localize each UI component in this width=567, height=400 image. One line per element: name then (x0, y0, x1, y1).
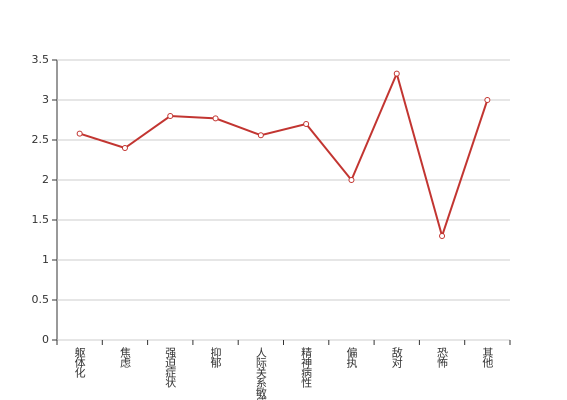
line (79, 70, 489, 240)
point (167, 113, 174, 119)
point (121, 145, 128, 151)
point (257, 132, 264, 139)
point (212, 115, 219, 122)
y-tick-label: 1.5 (32, 213, 50, 226)
x-tick-label: 抑郁 (209, 346, 222, 368)
y-tick-label: 2.5 (32, 133, 50, 146)
y-tick-label: 2 (42, 173, 49, 186)
x-tick-label: 人际关系敏感 (254, 347, 267, 400)
x-tick-label: 精神病性 (300, 347, 313, 389)
x-tick-label: 强迫症状 (164, 347, 177, 388)
y-tick-label: 0.5 (32, 293, 50, 306)
x-tick-label: 恐怖 (436, 347, 449, 368)
point (439, 233, 446, 239)
y-tick-label: 3.5 (32, 53, 50, 66)
x-tick-label: 偏执 (345, 346, 358, 369)
point (76, 130, 83, 137)
y-tick-label: 3 (42, 93, 49, 106)
x-tick-label: 其他 (481, 347, 494, 368)
point (303, 121, 310, 127)
y-tick-label: 0 (42, 333, 49, 346)
point (348, 177, 355, 183)
point (393, 70, 400, 77)
x-tick-label: 焦虑 (118, 347, 131, 368)
x-tick-label: 躯体化 (73, 347, 86, 379)
y-tick-label: 1 (42, 253, 49, 266)
x-tick-label: 敌对 (390, 346, 403, 368)
point (484, 97, 491, 103)
